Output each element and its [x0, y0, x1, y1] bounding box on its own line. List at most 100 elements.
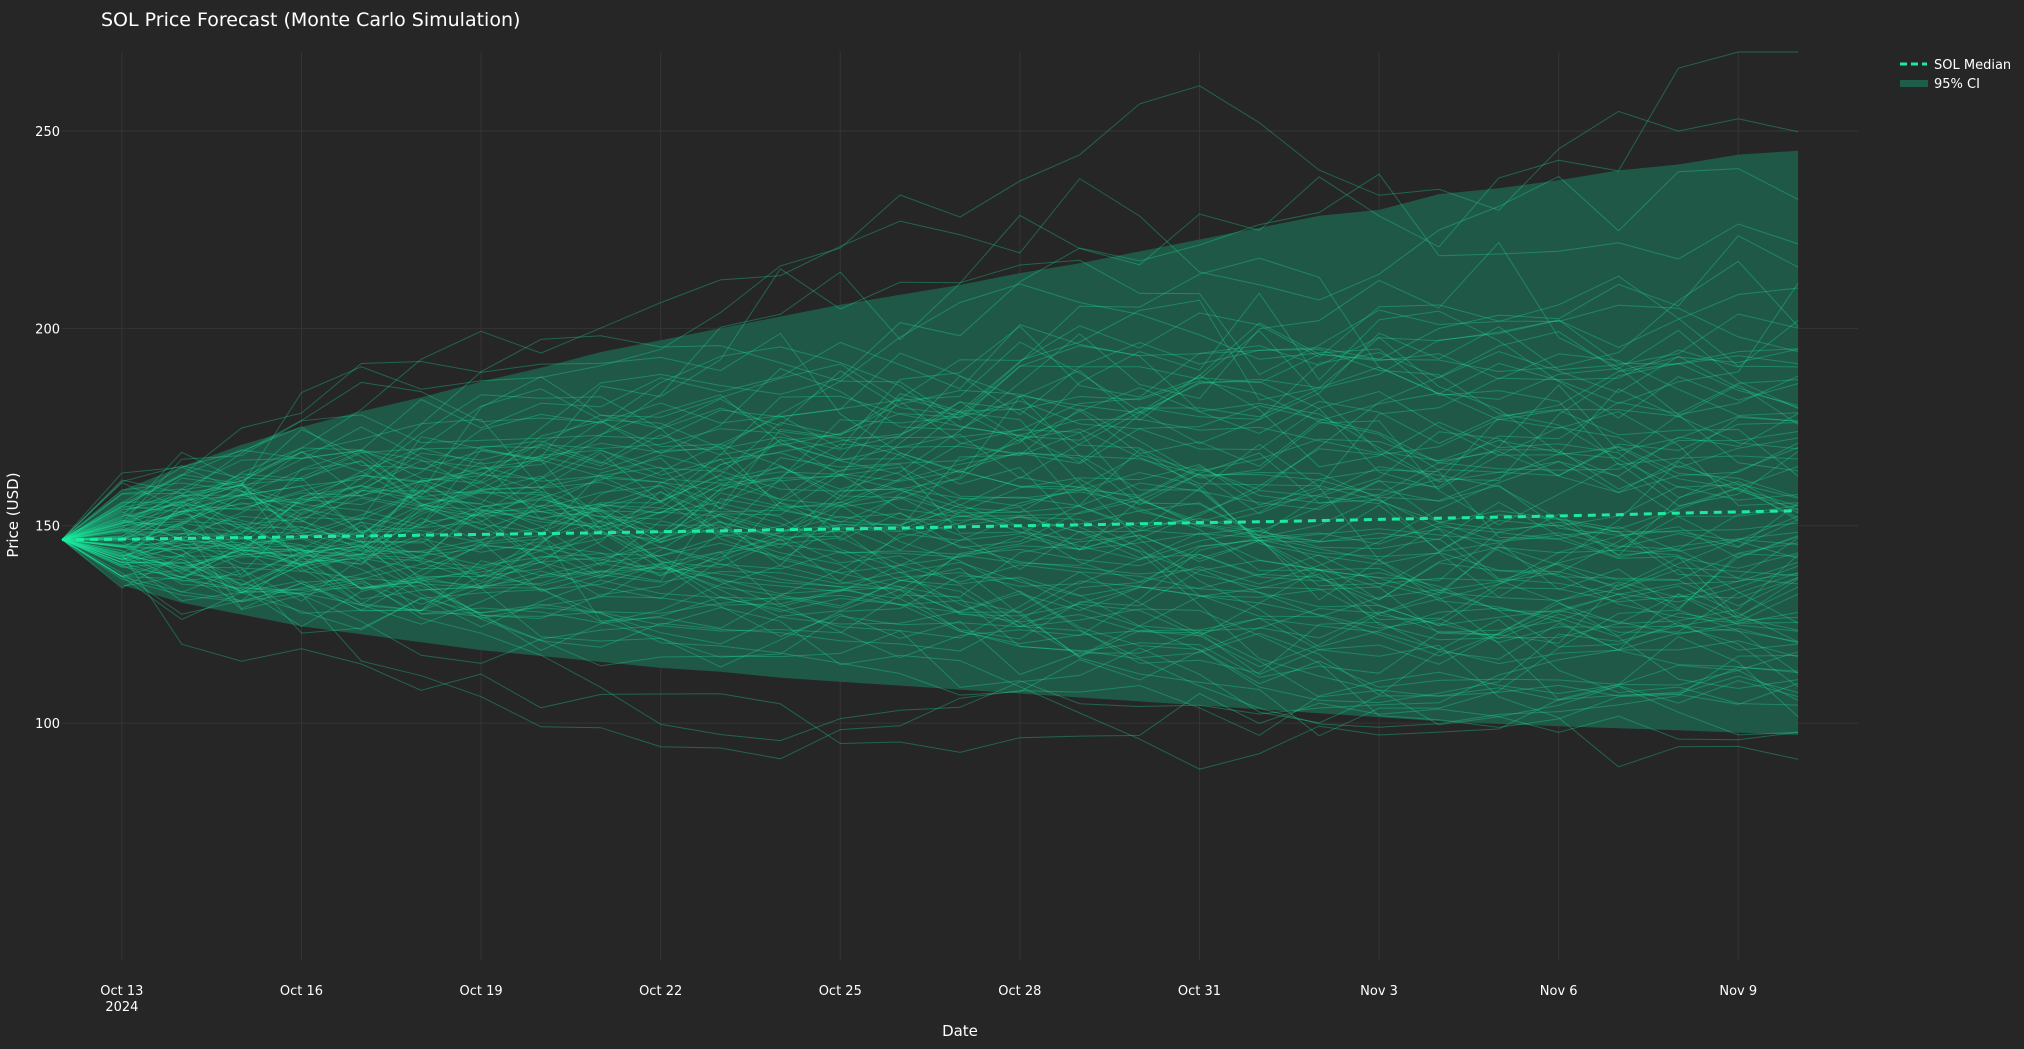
simulation-path	[61, 449, 1799, 651]
x-tick-label: Nov 6	[1540, 984, 1578, 999]
simulation-path	[61, 438, 1799, 701]
y-axis-ticks: 100 150 200 250	[35, 125, 60, 732]
legend-item-median[interactable]: SOL Median	[1900, 58, 2011, 73]
simulation-path	[61, 282, 1799, 551]
simulation-path	[61, 460, 1799, 621]
simulation-path	[61, 257, 1799, 560]
y-tick-label: 100	[35, 717, 60, 732]
simulation-path	[61, 384, 1799, 589]
simulation-path	[61, 414, 1799, 557]
chart-title: SOL Price Forecast (Monte Carlo Simulati…	[101, 9, 520, 31]
simulation-path	[61, 465, 1799, 597]
simulation-path	[61, 428, 1799, 554]
simulation-path	[61, 413, 1799, 652]
simulation-path	[61, 504, 1799, 657]
simulation-path	[61, 235, 1799, 565]
simulation-path	[61, 459, 1799, 676]
simulation-path	[61, 85, 1799, 540]
simulation-path	[61, 460, 1799, 659]
simulation-path	[61, 362, 1799, 624]
x-axis-title: Date	[942, 1022, 978, 1040]
simulation-path	[61, 390, 1799, 541]
simulation-path	[61, 460, 1799, 605]
simulation-path	[61, 470, 1799, 628]
simulation-path	[61, 283, 1799, 541]
simulation-path	[61, 320, 1799, 582]
simulation-path	[61, 466, 1799, 632]
legend-item-ci[interactable]: 95% CI	[1900, 77, 1980, 92]
simulation-path	[61, 539, 1799, 715]
simulation-path	[61, 330, 1799, 615]
simulation-path	[61, 489, 1799, 657]
simulation-path	[61, 539, 1799, 742]
simulation-path	[62, 491, 1799, 637]
simulation-path	[61, 332, 1799, 631]
x-tick-label: Oct 28	[998, 984, 1041, 999]
simulated-paths	[61, 51, 1799, 770]
simulation-path	[61, 370, 1799, 590]
simulation-path	[61, 519, 1799, 696]
simulation-path	[61, 490, 1799, 728]
simulation-path	[61, 463, 1799, 674]
simulation-path	[61, 418, 1799, 603]
simulation-path	[61, 463, 1799, 600]
y-tick-label: 150	[35, 520, 60, 535]
simulation-path	[61, 466, 1799, 668]
simulation-path	[61, 537, 1799, 768]
simulation-path	[61, 408, 1799, 609]
simulation-path	[61, 292, 1799, 544]
y-tick-label: 200	[35, 322, 60, 337]
simulation-path	[61, 528, 1799, 737]
median-path	[61, 509, 1799, 542]
legend-ci-swatch	[1900, 80, 1928, 87]
simulation-path	[61, 539, 1799, 704]
simulation-path	[61, 525, 1799, 696]
simulation-path	[61, 241, 1799, 577]
simulation-path	[61, 346, 1799, 541]
simulation-path	[61, 452, 1799, 594]
simulation-path	[61, 331, 1799, 570]
simulation-path	[61, 538, 1799, 688]
ci-band-area	[62, 150, 1799, 735]
simulation-path	[61, 345, 1799, 541]
simulation-path	[61, 51, 1799, 541]
simulation-path	[61, 341, 1799, 572]
simulation-path	[61, 287, 1799, 541]
simulation-path	[61, 259, 1799, 540]
x-tick-label: Nov 9	[1719, 984, 1757, 999]
simulation-path	[61, 501, 1799, 629]
simulation-path	[61, 539, 1799, 718]
simulation-path	[61, 485, 1799, 599]
median-line	[61, 509, 1799, 542]
simulation-path	[61, 490, 1799, 644]
simulation-path	[61, 381, 1799, 634]
simulation-path	[61, 451, 1799, 706]
simulation-path	[61, 511, 1799, 665]
legend-median-label: SOL Median	[1934, 58, 2011, 73]
x-tick-label: Oct 16	[280, 984, 323, 999]
simulation-path	[61, 168, 1799, 541]
simulation-path	[61, 474, 1799, 741]
simulation-path	[61, 313, 1799, 541]
simulation-path	[61, 539, 1799, 658]
legend-ci-label: 95% CI	[1934, 77, 1980, 92]
simulation-path	[61, 397, 1799, 690]
simulation-path	[61, 173, 1799, 541]
simulation-path	[61, 448, 1799, 593]
simulation-path	[61, 539, 1799, 753]
simulation-path	[61, 473, 1799, 582]
simulation-path	[61, 505, 1799, 640]
simulation-path	[61, 260, 1799, 541]
simulation-path	[61, 299, 1799, 540]
simulation-path	[61, 325, 1799, 541]
x-tick-label: Nov 3	[1360, 984, 1398, 999]
legend: SOL Median 95% CI	[1900, 58, 2011, 92]
simulation-path	[61, 398, 1799, 697]
simulation-path	[61, 324, 1799, 541]
simulation-path	[61, 394, 1799, 547]
simulation-path	[61, 443, 1799, 602]
simulation-path	[61, 501, 1799, 636]
simulation-path	[61, 389, 1799, 565]
simulation-path	[61, 502, 1799, 577]
